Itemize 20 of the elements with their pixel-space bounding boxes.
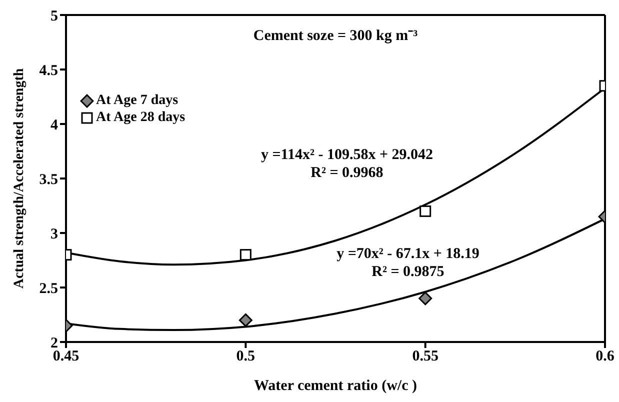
x-tick-label: 0.5 [236, 348, 256, 365]
y-tick-label: 3.5 [39, 172, 58, 188]
y-axis-title: Actual strength/Accelerated strength [12, 68, 27, 289]
annotation: R² = 0.9968 [310, 165, 384, 182]
y-tick-label: 4 [50, 117, 58, 134]
text: Cement soze = 300 kg m⁻³ [252, 27, 419, 45]
annotation: y =114x² - 109.58x + 29.042 [260, 147, 434, 164]
legend-label: At Age 7 days [96, 92, 178, 109]
annotation: R² = 0.9875 [372, 264, 444, 281]
y-tick-label: 2 [50, 335, 58, 352]
annotation: y =70x² - 67.1x + 18.19 [336, 246, 480, 263]
y-tick-label: 5 [50, 8, 58, 24]
x-axis-title: Water cement ratio (w/c ) [254, 378, 417, 394]
x-tick-label: 0.45 [52, 348, 80, 365]
y-tick-label: 4.5 [39, 62, 58, 79]
legend-label: At Age 28 days [96, 109, 186, 126]
y-tick-label: 3 [50, 226, 58, 242]
x-tick-label: 0.55 [412, 348, 438, 365]
y-tick-label: 2.5 [39, 280, 58, 297]
x-tick-label: 0.6 [596, 348, 615, 365]
